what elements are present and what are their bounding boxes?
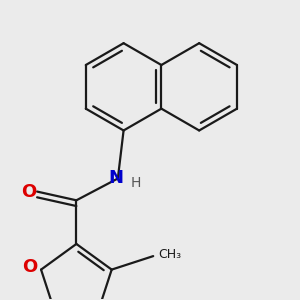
Text: H: H bbox=[131, 176, 141, 190]
Text: O: O bbox=[22, 258, 37, 276]
Text: CH₃: CH₃ bbox=[158, 248, 181, 262]
Text: N: N bbox=[108, 169, 123, 188]
Text: O: O bbox=[21, 183, 37, 201]
